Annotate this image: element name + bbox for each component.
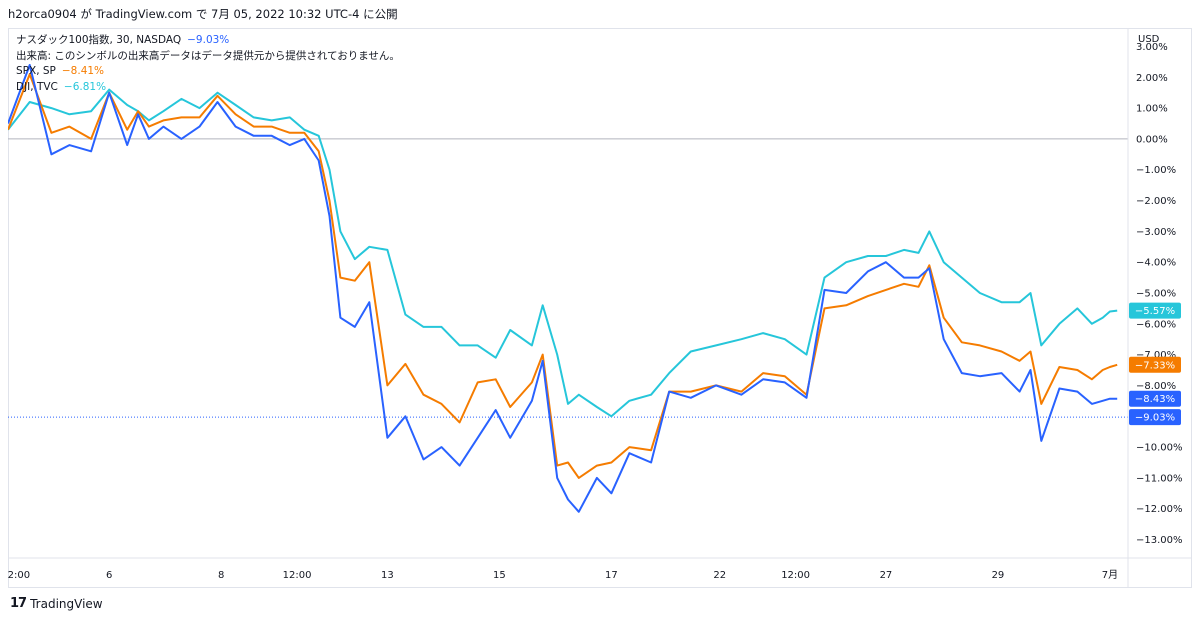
y-tick-label: −3.00% <box>1136 227 1176 238</box>
y-tick-label: −12.00% <box>1136 504 1183 515</box>
legend-spx[interactable]: SPX, SP −8.41% <box>16 64 400 80</box>
badge-label: −7.33% <box>1135 360 1175 371</box>
badge-bg <box>1129 356 1181 373</box>
badge-bg <box>1129 390 1181 407</box>
series-line[interactable] <box>8 64 1118 513</box>
volume-note-text: 出来高: このシンボルの出来高データはデータ提供元から提供されておりません。 <box>16 49 400 62</box>
y-tick-label: 3.00% <box>1136 42 1168 53</box>
x-tick-label: 6 <box>106 570 112 581</box>
x-tick-label: 29 <box>992 570 1005 581</box>
y-tick-label: 0.00% <box>1136 134 1168 145</box>
y-axis-unit-label: USD <box>1138 34 1160 45</box>
y-tick-label: −11.00% <box>1136 473 1183 484</box>
y-tick-label: −7.00% <box>1136 350 1176 361</box>
x-tick-label: 22 <box>713 570 726 581</box>
x-tick-label: 2:00 <box>8 570 30 581</box>
y-tick-label: −10.00% <box>1136 443 1183 454</box>
legend-volume-note: 出来高: このシンボルの出来高データはデータ提供元から提供されておりません。 <box>16 49 400 65</box>
legend: ナスダック100指数, 30, NASDAQ −9.03% 出来高: このシンボル… <box>16 33 400 95</box>
x-tick-label: 8 <box>218 570 224 581</box>
legend-spx-value: −8.41% <box>61 65 105 77</box>
badge-bg <box>1129 409 1181 426</box>
last-value-badge: −7.33% <box>1129 356 1181 373</box>
x-tick-label: 15 <box>493 570 506 581</box>
badge-layer: −5.57% −7.33% −8.43% −9.03% <box>1129 302 1181 426</box>
series-1 <box>8 73 1118 479</box>
series-2 <box>8 64 1118 513</box>
last-value-badge: −8.43% <box>1129 390 1181 407</box>
y-tick-label: 1.00% <box>1136 104 1168 115</box>
publish-info: h2orca0904 が TradingView.com で 7月 05, 20… <box>8 7 398 21</box>
badge-bg <box>1129 302 1181 319</box>
y-tick-label: −6.00% <box>1136 319 1176 330</box>
y-tick-label: −8.00% <box>1136 381 1176 392</box>
legend-spx-name: SPX, SP <box>16 65 56 77</box>
legend-dji-value: −6.81% <box>63 80 107 93</box>
x-tick-label: 13 <box>381 570 394 581</box>
x-tick-label: 27 <box>880 570 893 581</box>
y-tick-label: −5.00% <box>1136 289 1176 300</box>
x-tick-label: 12:00 <box>283 570 312 581</box>
legend-dji-name: DJI, TVC <box>16 80 58 93</box>
legend-dji[interactable]: DJI, TVC −6.81% <box>16 80 400 96</box>
chart-frame <box>8 28 1192 588</box>
y-tick-label: −2.00% <box>1136 196 1176 207</box>
brand-name[interactable]: TradingView <box>30 596 103 611</box>
last-value-badge: −9.03% <box>1129 409 1181 426</box>
y-tick-label: 2.00% <box>1136 73 1168 84</box>
x-tick-label: 12:00 <box>781 570 810 581</box>
tradingview-logo-icon[interactable]: 17 <box>10 596 27 611</box>
badge-label: −8.43% <box>1135 394 1175 405</box>
legend-main-name: ナスダック100指数, 30, NASDAQ <box>16 34 182 46</box>
series-layer <box>8 64 1118 513</box>
series-0 <box>8 88 1118 418</box>
grid-layer <box>8 138 1128 418</box>
legend-main-value: −9.03% <box>187 34 230 46</box>
footer: 17 TradingView <box>10 596 103 611</box>
legend-main[interactable]: ナスダック100指数, 30, NASDAQ −9.03% <box>16 33 400 49</box>
y-tick-label: −13.00% <box>1136 535 1183 546</box>
badge-label: −5.57% <box>1135 306 1175 317</box>
x-tick-label: 17 <box>605 570 618 581</box>
badge-label: −9.03% <box>1135 413 1175 424</box>
x-tick-label: 7月 <box>1102 569 1118 581</box>
y-tick-label: −1.00% <box>1136 165 1176 176</box>
last-value-badge: −5.57% <box>1129 302 1181 319</box>
y-tick-label: −4.00% <box>1136 258 1176 269</box>
